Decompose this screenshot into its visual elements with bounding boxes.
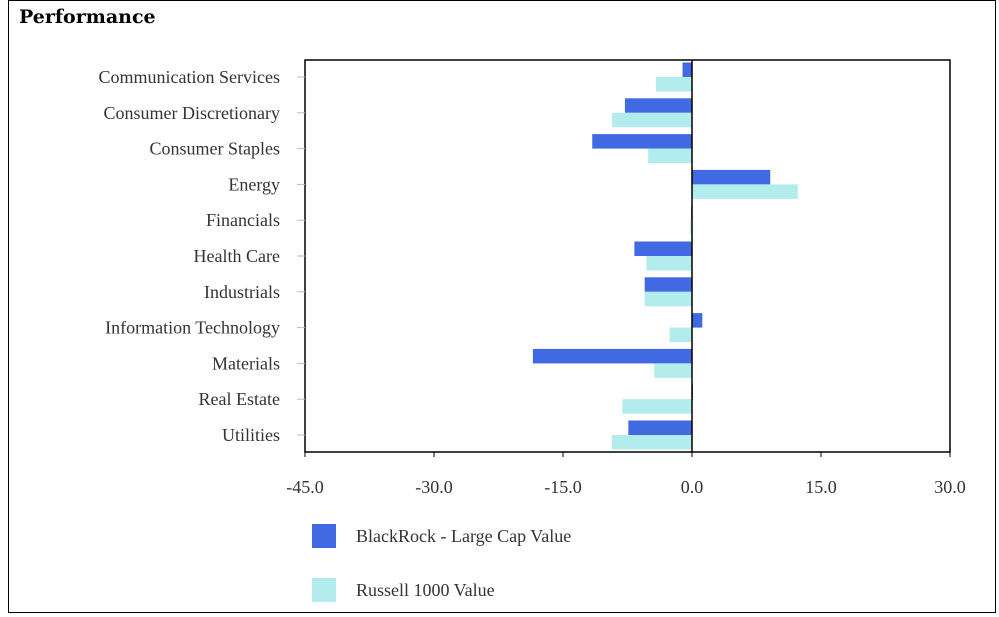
x-tick-label: -45.0 — [286, 477, 324, 497]
bar-russell-1 — [612, 112, 692, 128]
x-tick-label: 0.0 — [681, 477, 704, 497]
category-label: Consumer Discretionary — [104, 103, 280, 123]
bar-blackrock-1 — [624, 98, 692, 113]
bar-russell-2 — [648, 148, 692, 164]
bar-russell-6 — [644, 291, 692, 307]
bar-russell-10 — [612, 435, 692, 450]
bar-blackrock-6 — [644, 277, 692, 292]
x-tick-label: 30.0 — [934, 477, 966, 497]
bar-blackrock-3 — [692, 169, 771, 185]
bar-blackrock-10 — [628, 420, 692, 435]
bar-blackrock-7 — [692, 313, 703, 328]
bar-russell-4 — [690, 220, 692, 235]
bar-russell-7 — [669, 327, 692, 343]
category-label: Industrials — [204, 282, 280, 302]
category-label: Consumer Staples — [150, 139, 281, 159]
category-label: Real Estate — [199, 389, 280, 409]
x-tick-label: -30.0 — [415, 477, 453, 497]
bar-blackrock-5 — [634, 241, 692, 256]
category-label: Health Care — [194, 246, 280, 266]
x-tick-label: 15.0 — [805, 477, 837, 497]
x-tick-label: -15.0 — [544, 477, 582, 497]
category-label: Communication Services — [99, 67, 280, 87]
category-label: Energy — [228, 174, 280, 194]
legend-swatch-blackrock — [312, 524, 336, 548]
category-label: Information Technology — [105, 318, 280, 338]
category-label: Materials — [212, 353, 280, 373]
bar-russell-8 — [654, 363, 692, 378]
bar-russell-0 — [655, 77, 692, 92]
legend-swatch-russell — [312, 578, 336, 602]
category-label: Utilities — [222, 425, 280, 445]
bar-blackrock-8 — [532, 348, 692, 364]
chart-frame — [8, 0, 996, 613]
bar-blackrock-0 — [682, 62, 692, 77]
legend-label-russell: Russell 1000 Value — [356, 580, 495, 600]
bar-russell-5 — [646, 256, 692, 271]
chart-title: Performance — [19, 6, 156, 28]
bar-russell-9 — [622, 399, 692, 414]
category-label: Financials — [206, 210, 280, 230]
legend-label-blackrock: BlackRock - Large Cap Value — [356, 526, 571, 546]
bar-russell-3 — [692, 184, 798, 199]
bar-blackrock-2 — [592, 134, 692, 149]
